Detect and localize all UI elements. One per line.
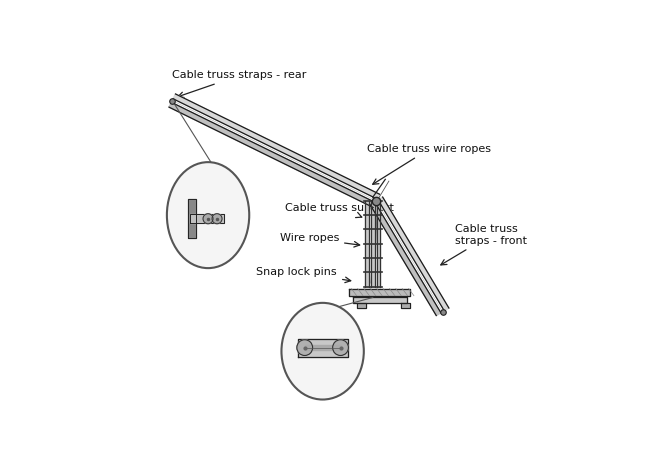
Circle shape [297,340,313,355]
Polygon shape [366,201,369,287]
Polygon shape [188,199,195,239]
Text: Cable truss straps - rear: Cable truss straps - rear [172,71,307,98]
Ellipse shape [167,162,249,268]
Polygon shape [370,202,441,316]
Polygon shape [305,345,340,350]
Polygon shape [349,288,410,296]
Text: Cable truss support: Cable truss support [285,203,394,218]
Polygon shape [371,201,375,287]
Polygon shape [378,197,449,311]
Text: Snap lock pins: Snap lock pins [256,267,351,283]
Polygon shape [353,298,407,303]
Circle shape [203,214,213,224]
Circle shape [333,340,349,355]
Polygon shape [298,339,347,357]
Polygon shape [377,201,380,287]
Text: Cable truss wire ropes: Cable truss wire ropes [367,144,491,184]
Polygon shape [169,102,375,207]
Text: Cable truss
straps - front: Cable truss straps - front [441,224,527,265]
Polygon shape [190,214,224,223]
Text: Wire ropes: Wire ropes [280,233,360,247]
Polygon shape [356,303,366,308]
Ellipse shape [281,303,364,399]
Circle shape [212,214,222,224]
Polygon shape [401,303,410,308]
Polygon shape [173,94,380,199]
